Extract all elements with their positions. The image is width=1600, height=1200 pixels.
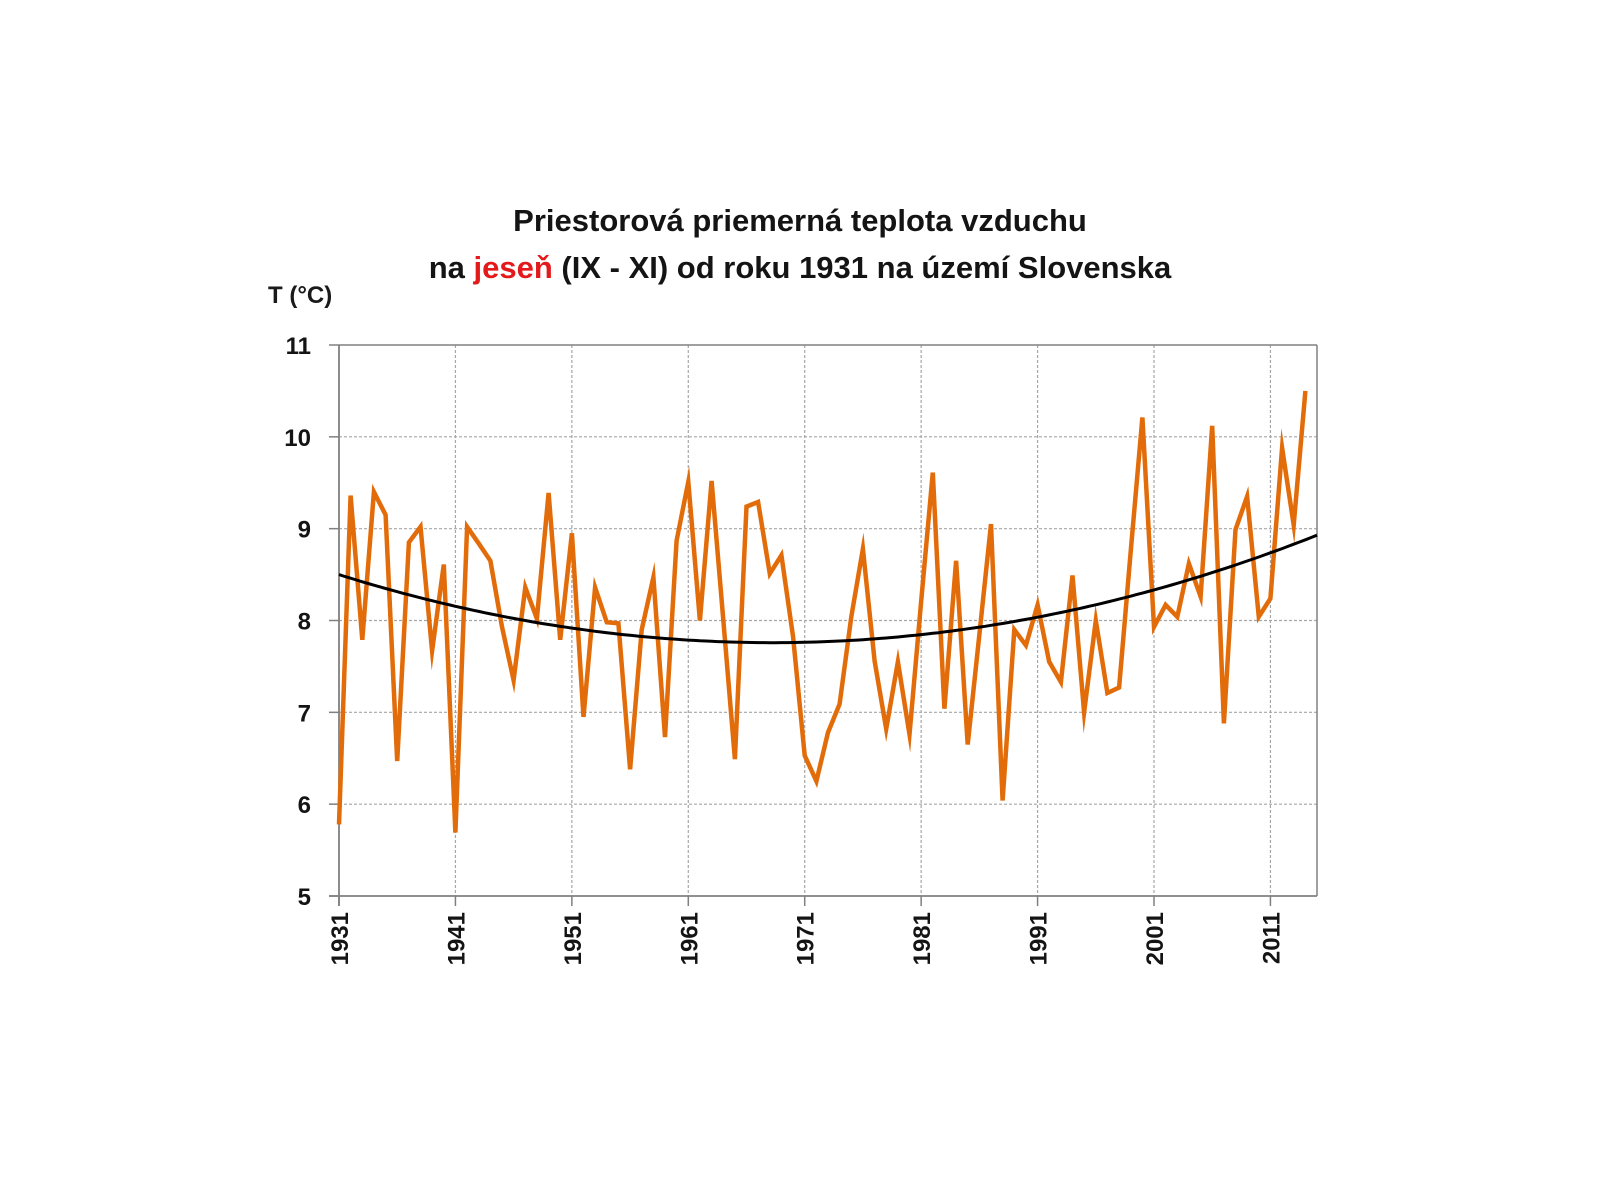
x-tick-label: 1971	[793, 912, 820, 965]
gridlines	[339, 345, 1317, 896]
title-text-1: Priestorová priemerná teplota vzduchu	[513, 203, 1087, 238]
title-season-accent: jeseň	[473, 250, 553, 285]
title-text-2-post: (IX - XI) od roku 1931 na území Slovensk…	[552, 250, 1172, 285]
title-text-2-pre: na	[428, 250, 474, 285]
x-tick-label: 1991	[1026, 912, 1053, 965]
x-tick-label: 1951	[560, 912, 587, 965]
tick-labels: 5 6 7 8 9 10 11 1931 1941 1951 1961 1971 1981 1991 200…	[284, 333, 1285, 965]
y-tick-label: 6	[298, 792, 311, 819]
axes	[329, 344, 1318, 906]
chart-title-line-2: na jeseň (IX - XI) od roku 1931 na území…	[0, 250, 1600, 286]
trend-curve	[338, 533, 1318, 645]
x-tick-label: 1941	[443, 912, 470, 965]
y-tick-label: 10	[284, 425, 311, 452]
x-tick-label: 2001	[1142, 912, 1169, 965]
y-axis-label: T (°C)	[268, 282, 333, 309]
x-tick-label: 1931	[327, 912, 354, 965]
x-tick-label: 2011	[1258, 912, 1285, 964]
x-tick-label: 1981	[909, 912, 936, 965]
y-tick-label: 5	[298, 884, 311, 911]
x-tick-label: 1961	[676, 912, 703, 965]
y-tick-label: 9	[298, 517, 311, 544]
chart-title-line-1: Priestorová priemerná teplota vzduchu	[0, 203, 1600, 239]
y-tick-label: 11	[286, 333, 311, 360]
plot-series	[336, 390, 1318, 833]
y-tick-label: 8	[298, 609, 311, 636]
y-tick-label: 7	[298, 700, 311, 727]
